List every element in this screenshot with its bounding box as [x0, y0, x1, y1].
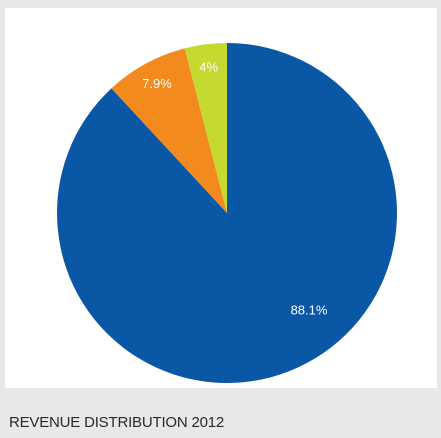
- slice-label-1: 7.9%: [142, 76, 172, 91]
- slice-label-2: 4%: [199, 59, 218, 74]
- chart-title: REVENUE DISTRIBUTION 2012: [9, 414, 429, 436]
- slice-label-0: 88.1%: [291, 302, 328, 317]
- chart-panel: 88.1% 7.9% 4%: [5, 8, 437, 388]
- pie-slice-0: [57, 43, 397, 383]
- pie-chart: 88.1% 7.9% 4%: [5, 8, 437, 388]
